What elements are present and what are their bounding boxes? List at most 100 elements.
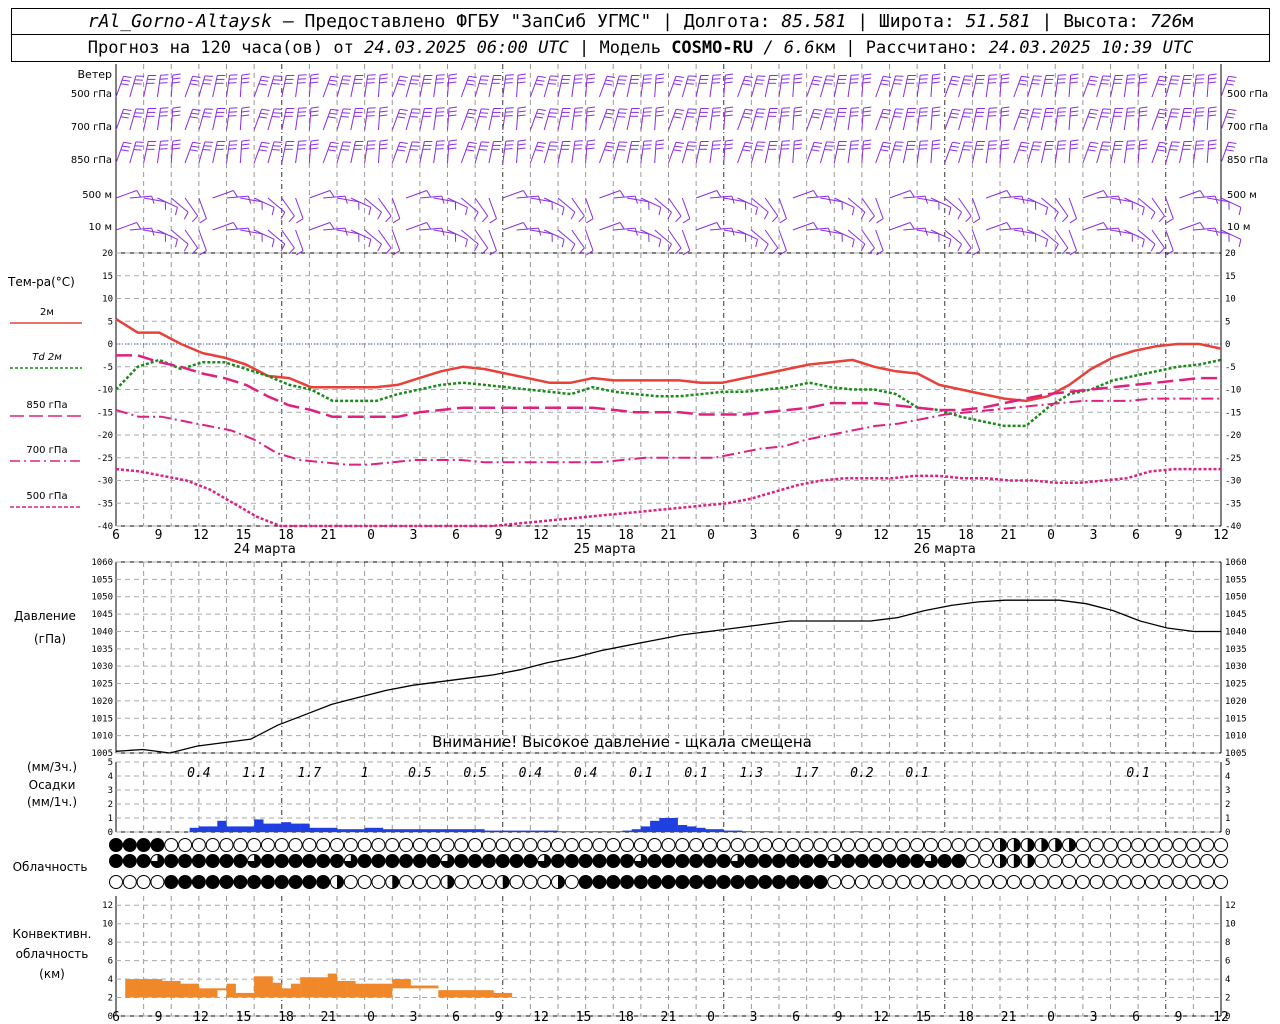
- wind-barb-feather: [518, 73, 527, 76]
- wind-barb-shaft: [184, 76, 194, 98]
- wind-barb-shaft: [1068, 141, 1072, 164]
- wind-barb-feather: [1127, 74, 1136, 76]
- precip-bar: [511, 830, 522, 832]
- wind-barb-shaft: [944, 109, 953, 131]
- precip-title: Осадки: [29, 778, 76, 792]
- time-tick-label: 21: [1001, 1010, 1017, 1024]
- wind-barb-feather: [894, 79, 903, 81]
- wind-barb-feather: [949, 149, 958, 152]
- wind-barb-feather: [893, 149, 902, 151]
- wind-barb-feather: [1141, 207, 1145, 216]
- pres-tick-right: 1050: [1225, 593, 1247, 603]
- cloud-fill-partial: [634, 854, 648, 868]
- precip-sum-label: 0.5: [408, 766, 432, 781]
- wind-barb-feather: [826, 108, 835, 110]
- wind-barb-feather: [261, 108, 270, 111]
- cloud-fill: [689, 875, 703, 889]
- precip-bar: [373, 827, 384, 832]
- wind-barb-feather: [688, 141, 697, 143]
- cloud-fill: [938, 854, 952, 868]
- wind-barb-feather: [465, 207, 468, 216]
- cloud-circle: [1075, 875, 1090, 889]
- wind-barb-shaft: [709, 141, 714, 164]
- wind-barb-feather: [367, 140, 376, 142]
- cloud-fill: [289, 875, 303, 889]
- wind-barb-feather: [863, 73, 872, 76]
- cloud-circle: [606, 838, 621, 852]
- wind-barb-feather: [327, 116, 336, 119]
- precip-bar: [355, 829, 365, 832]
- wind-barb-shaft: [861, 197, 875, 217]
- wind-barb-feather: [288, 215, 295, 223]
- wind-barb-shaft: [530, 229, 553, 235]
- prec-tick-right: 4: [1225, 772, 1230, 782]
- wind-barb-feather: [228, 115, 237, 117]
- precip-bar: [714, 829, 724, 832]
- wind-barb-shaft: [1206, 108, 1210, 131]
- time-tick-label: 21: [661, 1010, 677, 1024]
- wind-barb-feather: [712, 140, 722, 142]
- wind-barb-feather: [1032, 79, 1041, 81]
- wind-barb-feather: [1127, 140, 1136, 142]
- wind-barb-shaft: [1096, 227, 1119, 231]
- precip-bar: [337, 829, 347, 832]
- wind-barb-shaft: [212, 75, 218, 98]
- wind-barb-feather: [860, 211, 866, 220]
- wind-barb-shaft: [447, 108, 450, 131]
- wind-barb-feather: [656, 106, 665, 109]
- cloud-fill: [565, 854, 579, 868]
- time-tick-label: 3: [750, 1010, 758, 1024]
- cloud-circle: [219, 838, 234, 852]
- wind-barb-shaft: [377, 75, 381, 98]
- wind-barb-feather: [1021, 75, 1030, 78]
- cloud-circle: [910, 838, 925, 852]
- wind-barb-feather: [271, 149, 280, 151]
- wind-barb-shaft: [419, 227, 442, 231]
- wind-barb-shaft: [364, 197, 382, 213]
- cloud-fill: [689, 854, 703, 868]
- wind-level-left: 10 м: [89, 222, 112, 233]
- wind-barb-feather: [1158, 112, 1167, 115]
- wind-barb-feather: [779, 250, 787, 256]
- wind-barb-shaft: [212, 222, 234, 231]
- wind-barb-shaft: [170, 197, 189, 213]
- wind-barb-shaft: [930, 197, 952, 208]
- conv-bar: [290, 983, 301, 998]
- wind-barb-feather: [1069, 218, 1077, 224]
- wind-barb-shaft: [419, 75, 425, 98]
- precip-bar: [254, 819, 264, 832]
- conv-bar: [475, 990, 485, 998]
- time-tick-label: 3: [1090, 528, 1098, 543]
- wind-barb-feather: [330, 75, 339, 78]
- wind-barb-feather: [814, 141, 823, 144]
- station-name: rAl_Gorno-Altaysk: [87, 11, 272, 32]
- cloud-circle: [440, 838, 455, 852]
- wind-barb-shaft: [847, 108, 852, 131]
- precip-bar: [696, 827, 706, 832]
- wind-barb-feather: [1006, 222, 1012, 230]
- wind-barb-shaft: [184, 229, 199, 249]
- wind-barb-shaft: [612, 75, 620, 98]
- wind-barb-shaft: [834, 197, 855, 208]
- precip-bar: [309, 827, 319, 832]
- wind-barb-shaft: [764, 75, 771, 98]
- wind-barb-shaft: [364, 229, 382, 245]
- wind-barb-feather: [1019, 145, 1028, 148]
- cloud-circle: [1075, 838, 1090, 852]
- wind-barb-feather: [202, 149, 211, 151]
- wind-barb-shaft: [626, 141, 633, 164]
- wind-barb-shaft: [198, 108, 206, 131]
- wind-barb-feather: [893, 116, 902, 118]
- cloud-circle: [385, 838, 400, 852]
- wind-barb-shaft: [419, 108, 425, 131]
- wind-barb-shaft: [930, 229, 952, 240]
- temp-legend-label: Td 2м: [32, 352, 62, 363]
- wind-barb-feather: [950, 145, 959, 148]
- wind-barb-shaft: [889, 141, 897, 164]
- wind-barb-shaft: [474, 141, 482, 164]
- wind-barb-feather: [1171, 141, 1180, 143]
- wind-barb-feather: [505, 140, 514, 142]
- wind-barb-feather: [742, 116, 751, 119]
- wind-barb-feather: [724, 110, 733, 113]
- wind-barb-feather: [909, 190, 915, 198]
